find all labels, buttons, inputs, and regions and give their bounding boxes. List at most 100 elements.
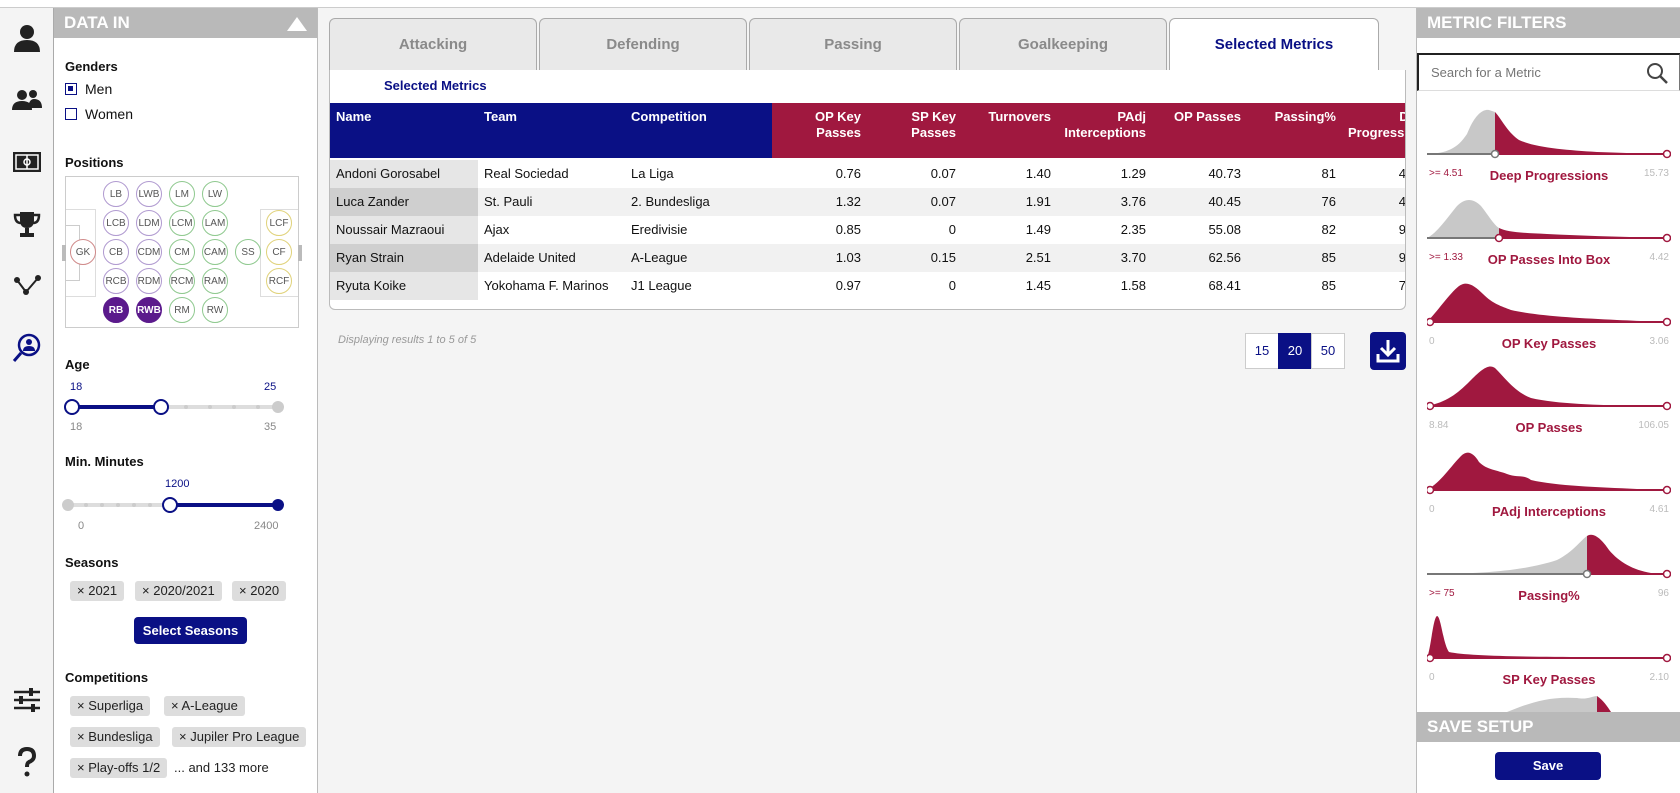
position-ss[interactable]: SS xyxy=(235,239,261,265)
metric-max: 15.73 xyxy=(1643,168,1669,179)
position-lm[interactable]: LM xyxy=(169,181,195,207)
metric-search-input[interactable] xyxy=(1417,53,1680,91)
table-row[interactable]: Andoni Gorosabel Real Sociedad La Liga 0… xyxy=(330,160,1405,188)
age-min-handle[interactable] xyxy=(64,399,80,415)
metric-filter-op-passes-into-box[interactable]: >= 1.33 OP Passes Into Box 4.42 xyxy=(1417,188,1680,272)
gender-women-label: Women xyxy=(85,106,133,122)
header-op-passes[interactable]: OP Passes xyxy=(1152,103,1247,158)
header-team[interactable]: Team xyxy=(478,103,625,158)
competition-chip[interactable]: × Jupiler Pro League xyxy=(172,727,307,747)
position-lcb[interactable]: LCB xyxy=(103,210,129,236)
competition-chip[interactable]: × A-League xyxy=(164,696,245,716)
min-minutes-handle[interactable] xyxy=(162,497,178,513)
page-size-15[interactable]: 15 xyxy=(1245,333,1279,369)
header-padj-interceptions[interactable]: PAdj Interceptions xyxy=(1057,103,1152,158)
help-icon[interactable] xyxy=(11,746,43,778)
cell-name[interactable]: Noussair Mazraoui xyxy=(330,216,478,244)
select-seasons-button[interactable]: Select Seasons xyxy=(134,617,247,644)
age-slider-fill xyxy=(72,405,160,409)
table-row[interactable]: Ryan Strain Adelaide United A-League 1.0… xyxy=(330,244,1405,272)
header-passing-pct[interactable]: Passing% xyxy=(1247,103,1342,158)
cell-name[interactable]: Andoni Gorosabel xyxy=(330,160,478,188)
search-icon[interactable] xyxy=(1646,62,1668,84)
competitions-more-link[interactable]: ... and 133 more xyxy=(174,760,269,775)
position-rw[interactable]: RW xyxy=(202,297,228,323)
cell-passing-pct: 81 xyxy=(1321,166,1336,181)
position-cdm[interactable]: CDM xyxy=(136,239,162,265)
position-ldm[interactable]: LDM xyxy=(136,210,162,236)
age-max-handle[interactable] xyxy=(153,399,169,415)
position-rcf[interactable]: RCF xyxy=(266,268,292,294)
table-row[interactable]: Luca Zander St. Pauli 2. Bundesliga 1.32… xyxy=(330,188,1405,216)
position-lwb[interactable]: LWB xyxy=(136,181,162,207)
save-button[interactable]: Save xyxy=(1495,752,1601,780)
season-chip[interactable]: × 2021 xyxy=(70,581,125,601)
checkbox-checked[interactable] xyxy=(65,83,77,95)
cell-name[interactable]: Ryan Strain xyxy=(330,244,478,272)
header-turnovers[interactable]: Turnovers xyxy=(962,103,1057,158)
checkbox-unchecked[interactable] xyxy=(65,108,77,120)
position-rdm[interactable]: RDM xyxy=(136,268,162,294)
position-rcm[interactable]: RCM xyxy=(169,268,195,294)
header-op-key-passes[interactable]: OP Key Passes xyxy=(772,103,867,158)
position-cf[interactable]: CF xyxy=(266,239,292,265)
person-icon[interactable] xyxy=(11,22,43,54)
position-lam[interactable]: LAM xyxy=(202,210,228,236)
table-row[interactable]: Ryuta Koike Yokohama F. Marinos J1 Leagu… xyxy=(330,272,1405,300)
tab-defending[interactable]: Defending xyxy=(539,18,747,70)
competition-chip[interactable]: × Superliga xyxy=(70,696,151,716)
cell-name[interactable]: Luca Zander xyxy=(330,188,478,216)
header-sp-key-passes[interactable]: SP Key Passes xyxy=(867,103,962,158)
position-cm[interactable]: CM xyxy=(169,239,195,265)
position-cam[interactable]: CAM xyxy=(202,239,228,265)
positions-label: Positions xyxy=(65,155,124,170)
tab-selected-metrics[interactable]: Selected Metrics xyxy=(1169,18,1379,72)
metric-filter-deep-progressions[interactable]: >= 4.51 Deep Progressions 15.73 xyxy=(1417,104,1680,188)
table-row[interactable]: Noussair Mazraoui Ajax Eredivisie 0.85 0… xyxy=(330,216,1405,244)
header-competition[interactable]: Competition xyxy=(625,103,772,158)
genders-label: Genders xyxy=(65,59,118,74)
page-size-50[interactable]: 50 xyxy=(1311,333,1345,369)
sliders-icon[interactable] xyxy=(11,684,43,716)
age-tick xyxy=(124,405,128,409)
pitch-icon[interactable] xyxy=(11,146,43,178)
scout-search-icon[interactable] xyxy=(11,332,43,364)
position-lcf[interactable]: LCF xyxy=(266,210,292,236)
collapse-triangle-icon[interactable] xyxy=(287,17,307,31)
season-chip[interactable]: × 2020/2021 xyxy=(135,581,222,601)
metric-filter-op-key-passes[interactable]: 0 OP Key Passes 3.06 xyxy=(1417,272,1680,356)
header-deep-progressions[interactable]: Deep Progressions xyxy=(1342,103,1405,158)
position-ram[interactable]: RAM xyxy=(202,268,228,294)
position-cb[interactable]: CB xyxy=(103,239,129,265)
page-size-20[interactable]: 20 xyxy=(1278,333,1312,369)
tab-attacking[interactable]: Attacking xyxy=(329,18,537,70)
position-rb[interactable]: RB xyxy=(103,297,129,323)
gender-women-checkbox[interactable]: Women xyxy=(65,106,133,122)
header-name[interactable]: Name xyxy=(330,103,478,158)
position-rcb[interactable]: RCB xyxy=(103,268,129,294)
cell-name[interactable]: Ryuta Koike xyxy=(330,272,478,300)
gender-men-checkbox[interactable]: Men xyxy=(65,81,112,97)
position-lw[interactable]: LW xyxy=(202,181,228,207)
trophy-icon[interactable] xyxy=(11,208,43,240)
tab-passing[interactable]: Passing xyxy=(749,18,957,70)
position-gk[interactable]: GK xyxy=(70,239,96,265)
position-rwb[interactable]: RWB xyxy=(136,297,162,323)
pass-network-icon[interactable] xyxy=(11,270,43,302)
icon-rail xyxy=(0,8,54,793)
age-slider-track[interactable] xyxy=(72,405,278,409)
metric-filter-sp-key-passes[interactable]: 0 SP Key Passes 2.10 xyxy=(1417,608,1680,692)
position-lb[interactable]: LB xyxy=(103,181,129,207)
metric-min: 0 xyxy=(1429,672,1435,683)
metric-filter-passing-pct[interactable]: >= 75 Passing% 96 xyxy=(1417,524,1680,608)
competition-chip[interactable]: × Play-offs 1/2 xyxy=(70,758,168,778)
metric-filter-padj-interceptions[interactable]: 0 PAdj Interceptions 4.61 xyxy=(1417,440,1680,524)
position-lcm[interactable]: LCM xyxy=(169,210,195,236)
competition-chip[interactable]: × Bundesliga xyxy=(70,727,160,747)
metric-filter-op-passes[interactable]: 8.84 OP Passes 106.05 xyxy=(1417,356,1680,440)
season-chip[interactable]: × 2020 xyxy=(232,581,287,601)
download-button[interactable] xyxy=(1370,332,1406,370)
tab-goalkeeping[interactable]: Goalkeeping xyxy=(959,18,1167,70)
position-rm[interactable]: RM xyxy=(169,297,195,323)
team-icon[interactable] xyxy=(11,84,43,116)
